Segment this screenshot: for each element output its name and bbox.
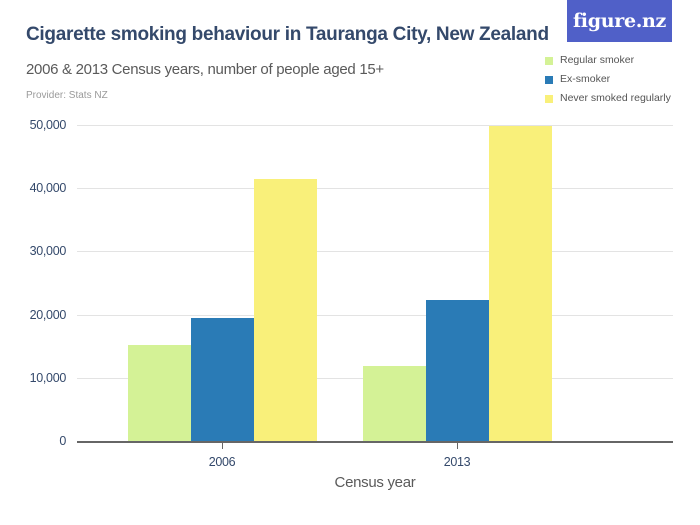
chart-title: Cigarette smoking behaviour in Tauranga …	[26, 24, 549, 45]
x-tick-label-2006: 2006	[208, 455, 236, 469]
y-tick-label: 0	[59, 434, 66, 448]
legend-label: Never smoked regularly	[560, 91, 671, 104]
bar-2013-never-smoked-regularly	[489, 126, 552, 442]
provider-label: Provider: Stats NZ	[26, 90, 108, 101]
figure-nz-logo[interactable]: figure.nz	[567, 0, 672, 42]
bar-2006-regular-smoker	[128, 344, 191, 442]
bar-2006-ex-smoker	[191, 318, 254, 442]
legend-item-ex-smoker: Ex-smoker	[545, 69, 671, 88]
x-axis-title: Census year	[334, 474, 416, 491]
legend-swatch-icon	[545, 95, 553, 103]
y-tick-label: 40,000	[29, 181, 67, 195]
gridline	[77, 125, 673, 126]
legend-item-regular-smoker: Regular smoker	[545, 50, 671, 69]
bar-2013-regular-smoker	[363, 365, 426, 442]
chart-subtitle: 2006 & 2013 Census years, number of peop…	[26, 61, 384, 78]
y-tick-label: 20,000	[29, 308, 67, 322]
y-tick-label: 30,000	[29, 244, 67, 258]
legend: Regular smoker Ex-smoker Never smoked re…	[545, 50, 671, 107]
legend-label: Ex-smoker	[560, 72, 611, 85]
y-tick-label: 10,000	[29, 371, 67, 385]
gridline	[77, 251, 673, 252]
legend-label: Regular smoker	[560, 53, 635, 66]
legend-swatch-icon	[545, 57, 553, 65]
gridline	[77, 315, 673, 316]
gridline	[77, 188, 673, 189]
y-tick-label: 50,000	[29, 118, 67, 132]
x-tick-label-2013: 2013	[443, 455, 471, 469]
x-tick	[457, 442, 458, 449]
legend-item-never-smoked: Never smoked regularly	[545, 88, 671, 107]
bar-2006-never-smoked-regularly	[254, 178, 317, 442]
bar-2013-ex-smoker	[426, 299, 489, 442]
legend-swatch-icon	[545, 76, 553, 84]
x-tick	[222, 442, 223, 449]
x-axis-line	[77, 441, 673, 443]
